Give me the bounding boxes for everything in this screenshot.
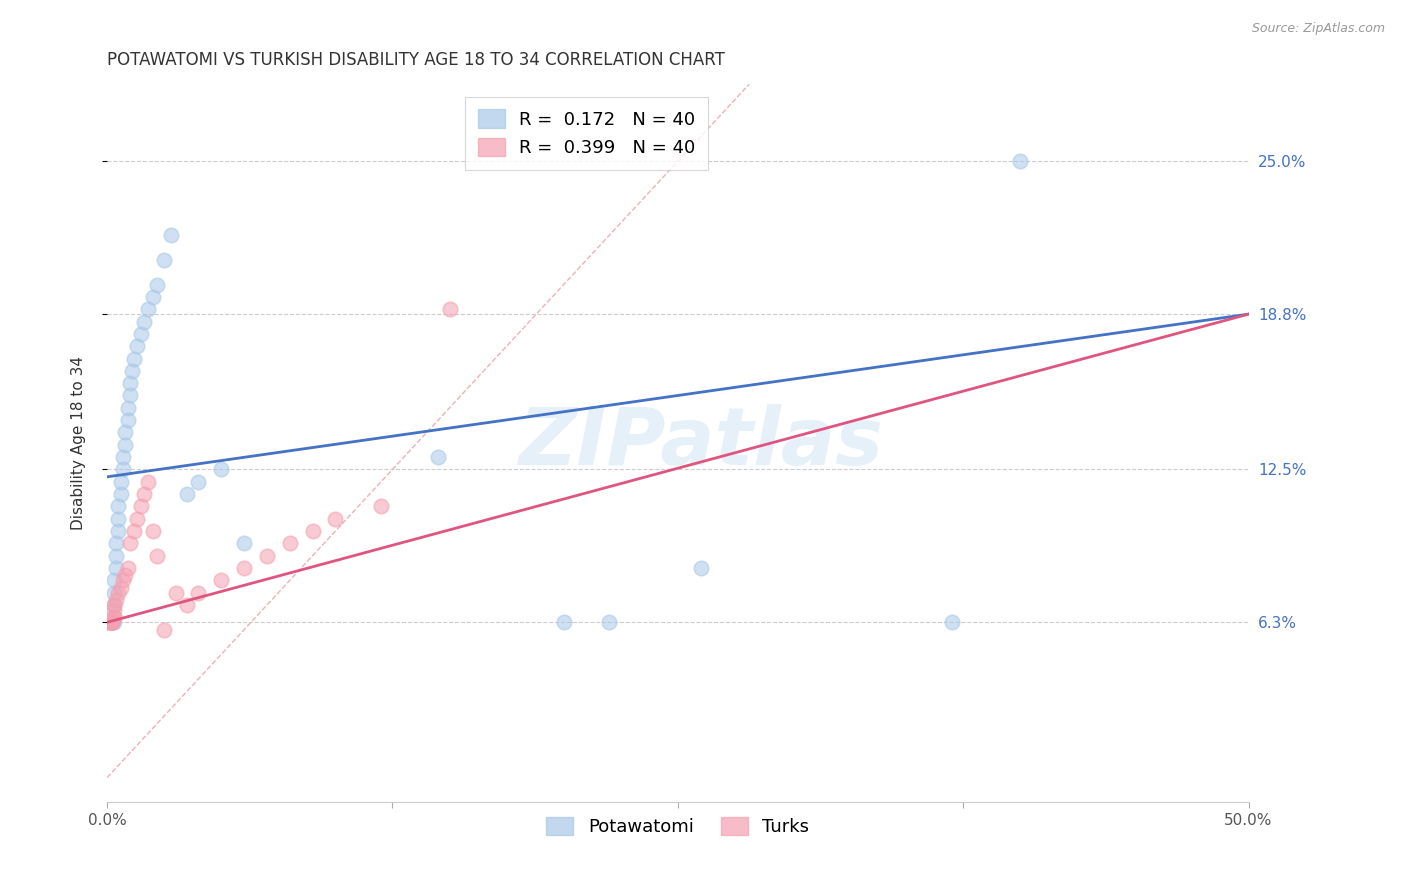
Point xyxy=(114,568,136,582)
Y-axis label: Disability Age 18 to 34: Disability Age 18 to 34 xyxy=(72,356,86,530)
Point xyxy=(103,585,125,599)
Point xyxy=(165,585,187,599)
Point xyxy=(105,536,128,550)
Point xyxy=(107,585,129,599)
Point xyxy=(98,615,121,630)
Point xyxy=(427,450,450,464)
Point xyxy=(103,615,125,630)
Point xyxy=(100,615,122,630)
Point xyxy=(370,500,392,514)
Point xyxy=(131,326,153,341)
Point xyxy=(103,574,125,588)
Point xyxy=(117,561,139,575)
Point xyxy=(100,615,122,630)
Point xyxy=(107,512,129,526)
Text: ZIPatlas: ZIPatlas xyxy=(519,404,883,483)
Point xyxy=(176,598,198,612)
Point xyxy=(142,524,165,538)
Point xyxy=(153,623,176,637)
Legend: Potawatomi, Turks: Potawatomi, Turks xyxy=(538,810,817,844)
Point xyxy=(146,277,169,292)
Point xyxy=(553,615,575,630)
Point xyxy=(125,339,148,353)
Point xyxy=(110,487,132,501)
Point xyxy=(110,475,132,489)
Text: POTAWATOMI VS TURKISH DISABILITY AGE 18 TO 34 CORRELATION CHART: POTAWATOMI VS TURKISH DISABILITY AGE 18 … xyxy=(107,51,725,69)
Point xyxy=(132,487,155,501)
Point xyxy=(112,450,135,464)
Point xyxy=(107,500,129,514)
Point xyxy=(132,314,155,328)
Point xyxy=(98,615,121,630)
Point xyxy=(153,252,176,267)
Point xyxy=(125,512,148,526)
Point xyxy=(121,364,143,378)
Point xyxy=(107,524,129,538)
Point xyxy=(117,401,139,415)
Point xyxy=(114,425,136,440)
Point xyxy=(103,598,125,612)
Point xyxy=(105,561,128,575)
Point xyxy=(100,615,122,630)
Point xyxy=(136,302,159,317)
Point xyxy=(103,598,125,612)
Point xyxy=(110,581,132,595)
Point xyxy=(103,603,125,617)
Point xyxy=(124,351,146,366)
Point xyxy=(209,574,232,588)
Point xyxy=(112,574,135,588)
Point xyxy=(176,487,198,501)
Point xyxy=(131,500,153,514)
Point xyxy=(187,475,209,489)
Point xyxy=(146,549,169,563)
Point xyxy=(941,615,963,630)
Point xyxy=(1010,154,1032,169)
Point xyxy=(439,302,461,317)
Point xyxy=(325,512,347,526)
Point xyxy=(114,438,136,452)
Point xyxy=(100,615,122,630)
Text: Source: ZipAtlas.com: Source: ZipAtlas.com xyxy=(1251,22,1385,36)
Point xyxy=(136,475,159,489)
Point xyxy=(103,610,125,624)
Point xyxy=(118,388,141,402)
Point xyxy=(105,593,128,607)
Point xyxy=(160,228,183,243)
Point xyxy=(100,615,122,630)
Point xyxy=(187,585,209,599)
Point xyxy=(118,536,141,550)
Point xyxy=(124,524,146,538)
Point xyxy=(598,615,620,630)
Point xyxy=(278,536,301,550)
Point xyxy=(233,561,256,575)
Point xyxy=(103,610,125,624)
Point xyxy=(117,413,139,427)
Point xyxy=(689,561,711,575)
Point xyxy=(142,290,165,304)
Point xyxy=(233,536,256,550)
Point xyxy=(301,524,323,538)
Point xyxy=(256,549,278,563)
Point xyxy=(105,549,128,563)
Point xyxy=(98,615,121,630)
Point xyxy=(98,615,121,630)
Point xyxy=(209,462,232,476)
Point xyxy=(112,462,135,476)
Point xyxy=(118,376,141,391)
Point xyxy=(100,615,122,630)
